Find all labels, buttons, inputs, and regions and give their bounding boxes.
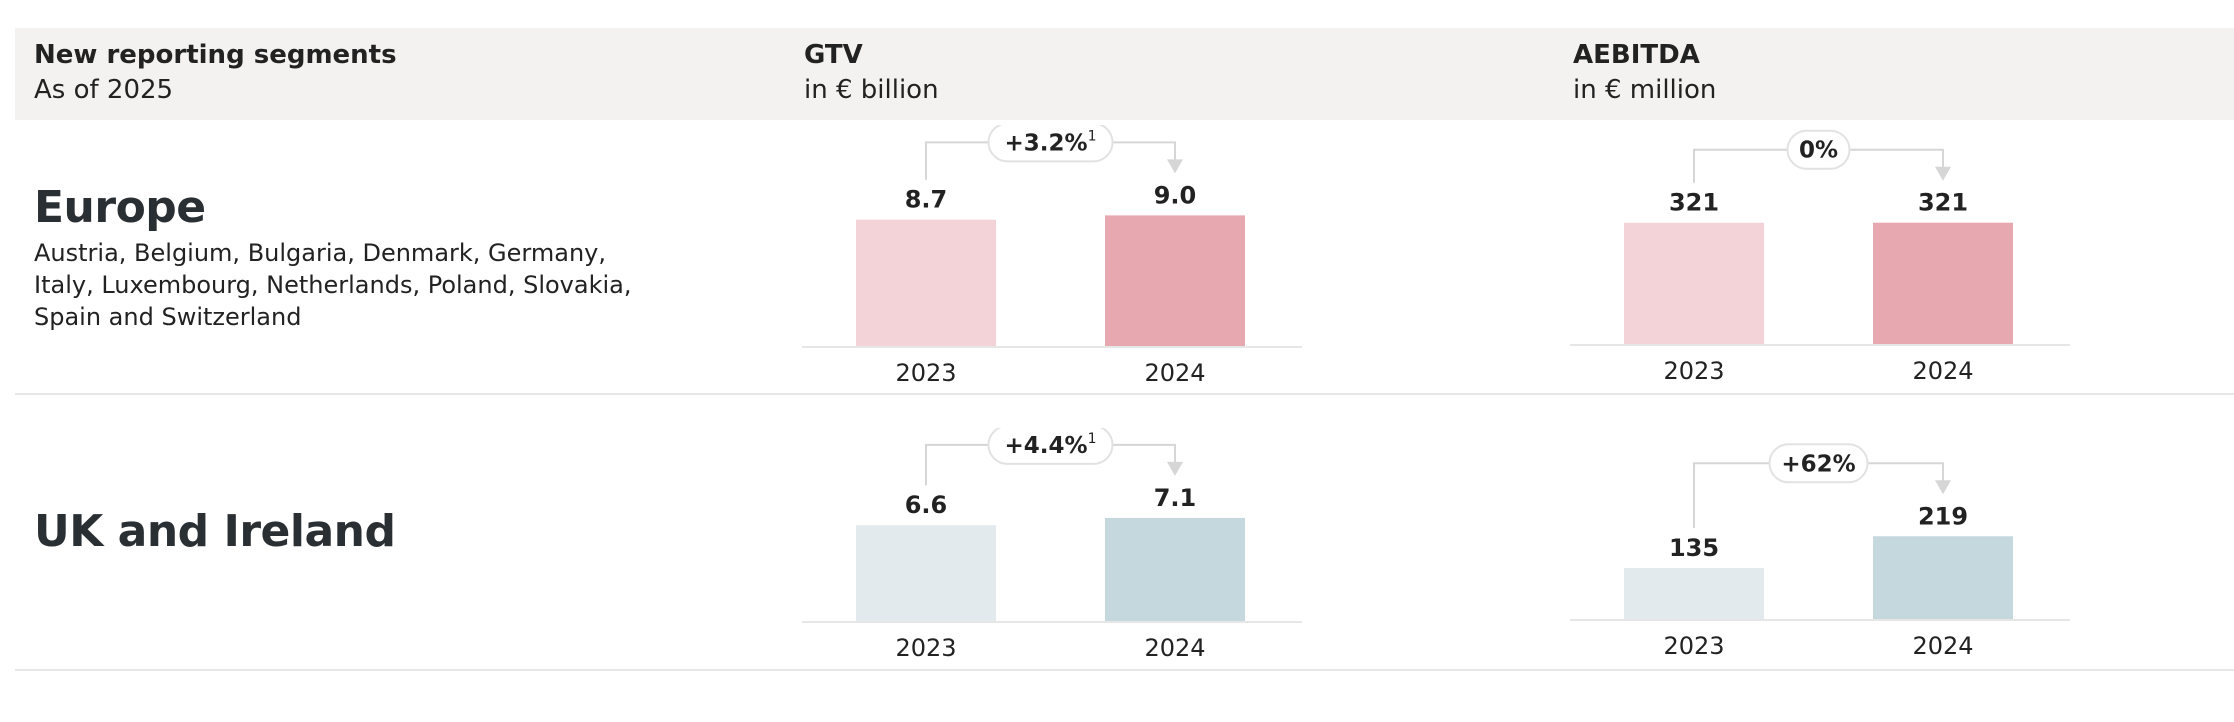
bar-2023 — [856, 219, 996, 346]
aebitda-header-subtitle: in € million — [1573, 75, 1717, 105]
change-pill — [987, 428, 1114, 465]
change-label: +4.4%1 — [1005, 431, 1097, 459]
gtv-header-subtitle: in € billion — [804, 75, 939, 105]
change-pill — [987, 125, 1114, 163]
segments-header: New reporting segments As of 2025 — [34, 38, 397, 108]
value-label-2024: 9.0 — [1154, 181, 1197, 209]
change-pill — [1786, 129, 1851, 170]
gtv-header-title: GTV — [804, 40, 863, 70]
change-label: 0% — [1799, 138, 1838, 164]
bar-2024 — [1105, 215, 1245, 346]
value-label-2023: 135 — [1669, 534, 1719, 562]
row-divider — [15, 393, 2234, 395]
bar-2023 — [1624, 222, 1764, 344]
arrow-head-icon — [1167, 159, 1183, 174]
category-label-2024: 2024 — [1144, 634, 1205, 662]
value-label-2024: 7.1 — [1154, 484, 1197, 512]
chart-uk-gtv: 6.6 2023 7.1 2024 +4.4%1 — [802, 428, 1302, 662]
value-label-2024: 219 — [1918, 502, 1968, 530]
gtv-header: GTV in € billion — [804, 38, 939, 108]
footnote-marker: 1 — [1088, 431, 1097, 447]
aebitda-header-title: AEBITDA — [1573, 40, 1700, 70]
arrow-head-icon — [1167, 461, 1183, 476]
header-band — [15, 28, 2234, 120]
segment-countries-europe: Austria, Belgium, Bulgaria, Denmark, Ger… — [34, 239, 632, 331]
change-label: +62% — [1781, 451, 1855, 477]
arrow-head-icon — [1935, 166, 1951, 181]
segment-title-uk-ireland: UK and Ireland — [34, 506, 396, 557]
footnote-marker: 1 — [1088, 128, 1097, 144]
value-label-2023: 6.6 — [905, 491, 948, 519]
chart-europe-aebitda: 321 2023 321 2024 0% — [1570, 129, 2070, 385]
category-label-2024: 2024 — [1912, 632, 1973, 660]
segments-header-title: New reporting segments — [34, 40, 397, 70]
segments-header-subtitle: As of 2025 — [34, 75, 174, 105]
value-label-2024: 321 — [1918, 189, 1968, 217]
bar-2024 — [1873, 222, 2013, 344]
category-label-2024: 2024 — [1912, 357, 1973, 385]
chart-uk-aebitda: 135 2023 219 2024 +62% — [1570, 443, 2070, 660]
change-label: +3.2%1 — [1005, 128, 1097, 156]
category-label-2023: 2023 — [895, 359, 956, 387]
bar-2024 — [1105, 517, 1245, 621]
arrow-head-icon — [1935, 480, 1951, 495]
bar-2023 — [1624, 567, 1764, 619]
bar-2023 — [856, 525, 996, 621]
chart-europe-gtv: 8.7 2023 9.0 2024 +3.2%1 — [802, 125, 1302, 387]
category-label-2024: 2024 — [1144, 359, 1205, 387]
category-label-2023: 2023 — [1663, 632, 1724, 660]
change-pill — [1768, 443, 1869, 484]
category-label-2023: 2023 — [895, 634, 956, 662]
row-divider — [15, 669, 2234, 671]
segment-title-europe: Europe — [34, 182, 206, 233]
value-label-2023: 8.7 — [905, 186, 948, 214]
bar-2024 — [1873, 536, 2013, 619]
value-label-2023: 321 — [1669, 189, 1719, 217]
category-label-2023: 2023 — [1663, 357, 1724, 385]
aebitda-header: AEBITDA in € million — [1573, 38, 1716, 108]
